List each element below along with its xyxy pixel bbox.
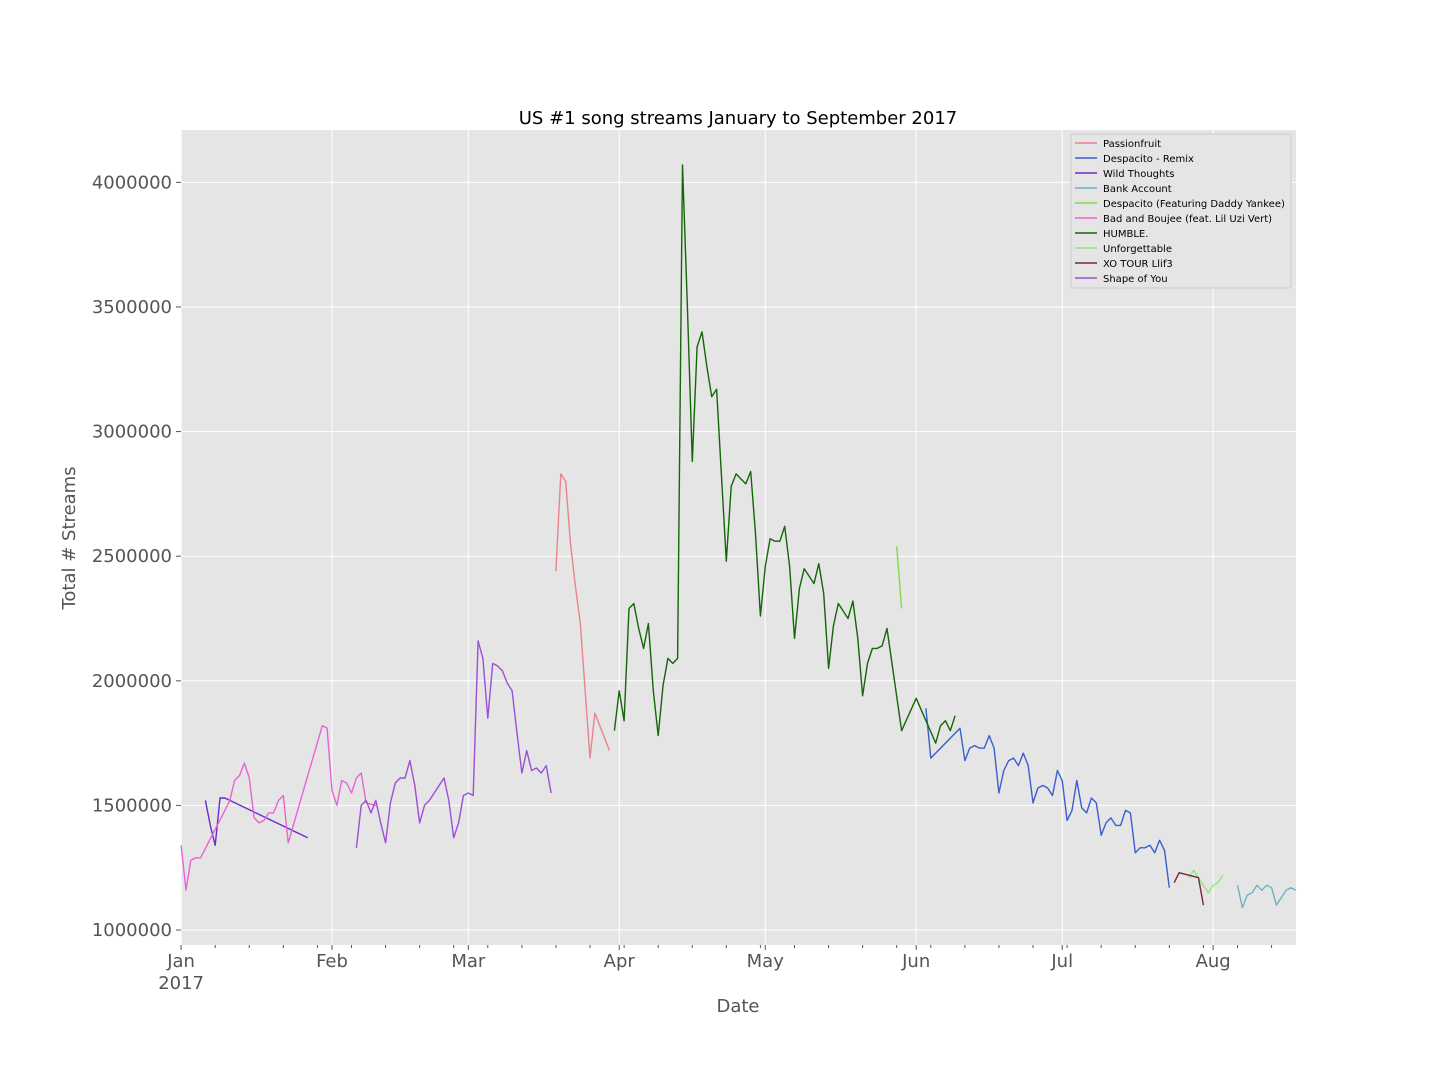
gridlines xyxy=(180,130,1296,945)
series-lines xyxy=(180,164,1297,909)
x-tick-label: Mar xyxy=(451,951,486,972)
x-tick-label: Jul xyxy=(1050,951,1073,972)
series-line-despacito-featuring-daddy-yankee xyxy=(896,546,903,609)
legend-entry: Unforgettable xyxy=(1103,244,1172,255)
y-tick-label: 2500000 xyxy=(92,546,172,567)
chart-title: US #1 song streams January to September … xyxy=(519,108,957,129)
y-tick-label: 2000000 xyxy=(92,671,172,692)
legend-entry: Wild Thoughts xyxy=(1103,169,1174,180)
legend-entry: Shape of You xyxy=(1103,274,1168,285)
series-line-bank-account xyxy=(1236,884,1297,909)
x-tick-label: May xyxy=(747,951,785,972)
y-tick-label: 1000000 xyxy=(92,920,172,941)
legend-entry: HUMBLE. xyxy=(1103,229,1148,240)
legend-entry: Despacito - Remix xyxy=(1103,154,1194,165)
x-axis-label: Date xyxy=(716,996,759,1017)
y-axis-label: Total # Streams xyxy=(59,466,80,610)
series-line-bad-and-boujee-feat-lil-uzi-vert xyxy=(180,725,376,891)
y-tick-label: 1500000 xyxy=(92,795,172,816)
x-tick-label: Jan xyxy=(166,951,195,972)
x-tick-label: Feb xyxy=(316,951,348,972)
x-tick-label: Apr xyxy=(604,951,636,972)
series-line-unforgettable xyxy=(1188,869,1224,894)
legend-entry: XO TOUR Llif3 xyxy=(1103,259,1173,270)
legend-entry: Bank Account xyxy=(1103,184,1172,195)
series-line-despacito-remix xyxy=(925,708,1170,888)
x-tick-label: Jun xyxy=(901,951,930,972)
legend: Passionfruit Despacito - Remix Wild Though… xyxy=(1070,133,1292,289)
series-line-wild-thoughts xyxy=(204,797,309,846)
legend-entry: Despacito (Featuring Daddy Yankee) xyxy=(1103,199,1285,210)
x-tick-sublabel: 2017 xyxy=(158,973,204,994)
x-axis-ticks: Jan Feb Mar Apr May Jun Jul Aug 2017 xyxy=(158,945,1273,994)
y-tick-label: 3500000 xyxy=(92,297,172,318)
series-line-passionfruit xyxy=(555,473,611,759)
y-tick-label: 3000000 xyxy=(92,422,172,443)
y-tick-label: 4000000 xyxy=(92,172,172,193)
legend-entry: Bad and Boujee (feat. Lil Uzi Vert) xyxy=(1103,214,1272,225)
x-tick-label: Aug xyxy=(1196,951,1231,972)
series-line-xo-tour-llif3 xyxy=(1173,872,1205,906)
legend-box xyxy=(1070,133,1292,289)
series-line-shape-of-you xyxy=(355,640,552,848)
legend-entry: Passionfruit xyxy=(1103,139,1161,150)
y-axis-ticks: 1000000 1500000 2000000 2500000 3000000 35000… xyxy=(92,172,181,941)
series-line-humble xyxy=(613,164,956,744)
